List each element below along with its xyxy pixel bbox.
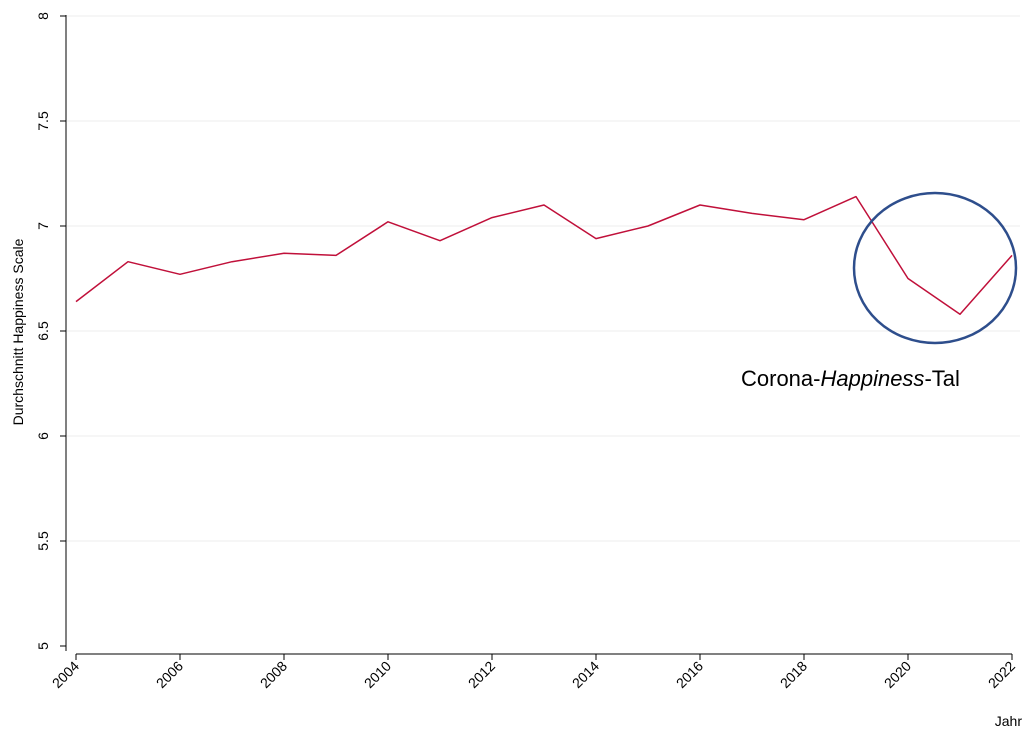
x-tick-label: 2016	[673, 658, 706, 691]
corona-highlight-circle	[852, 191, 1018, 345]
x-tick-label: 2004	[49, 658, 82, 691]
y-tick-label: 5	[35, 642, 51, 650]
series-layer	[75, 195, 1013, 315]
annotation-label: Corona-Happiness-Tal	[741, 366, 960, 391]
y-tick-label: 5.5	[35, 531, 51, 551]
annotation: Corona-Happiness-Tal	[741, 191, 1018, 391]
series-line	[75, 195, 1013, 315]
x-axis-title: Jahr	[995, 713, 1023, 729]
x-tick-label: 2018	[777, 658, 810, 691]
y-tick-label: 6.5	[35, 321, 51, 341]
y-tick-label: 7.5	[35, 111, 51, 131]
x-tick-label: 2012	[465, 658, 498, 691]
y-axis-title: Durchschnitt Happiness Scale	[10, 238, 26, 425]
grid-lines	[67, 15, 1020, 542]
x-tick-label: 2008	[257, 658, 290, 691]
x-tick-label: 2020	[881, 658, 914, 691]
y-tick-label: 7	[35, 222, 51, 230]
x-tick-label: 2022	[985, 658, 1018, 691]
y-tick-label: 6	[35, 432, 51, 440]
ticks: 5 5.5 6 6.5 7 7.5 8 2004 2006 2008 2010 2012 2014 201…	[35, 12, 1018, 691]
y-tick-label: 8	[35, 12, 51, 20]
x-tick-label: 2006	[153, 658, 186, 691]
x-tick-label: 2014	[569, 658, 602, 691]
x-tick-label: 2010	[361, 658, 394, 691]
axes	[65, 15, 1012, 655]
